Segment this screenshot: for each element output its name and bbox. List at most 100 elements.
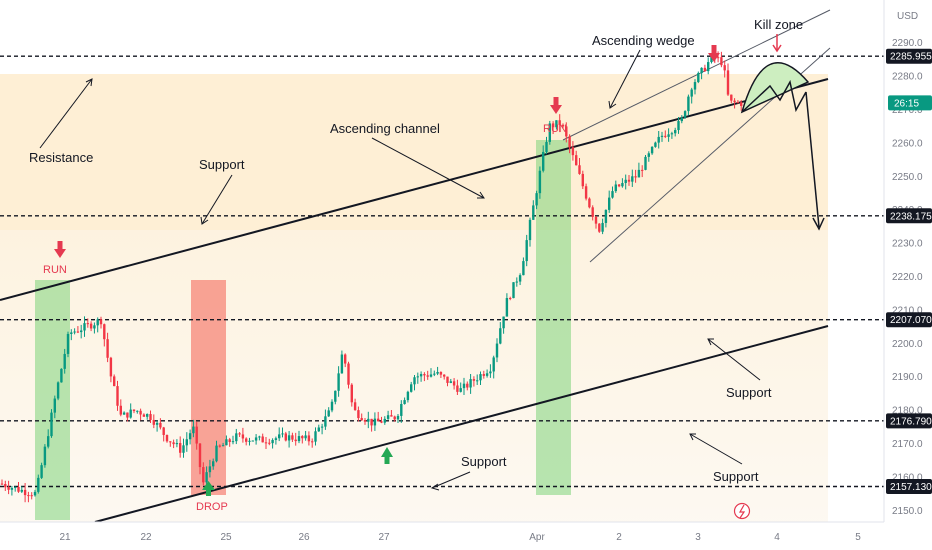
candle-body-178 — [588, 198, 591, 208]
channel-bottom-line — [94, 325, 829, 523]
candle-body-33 — [109, 357, 113, 377]
candle-body-7 — [23, 489, 27, 496]
level-tag-text-2: 2207.070 — [890, 315, 932, 326]
time-tick-5: Apr — [529, 532, 545, 543]
candle-body-27 — [89, 323, 93, 329]
price-tick-2170: 2170.0 — [892, 439, 923, 450]
candle-body-201 — [664, 135, 667, 137]
time-axis-background[interactable] — [0, 522, 884, 550]
price-tick-2210: 2210.0 — [892, 305, 923, 316]
candle-body-175 — [578, 165, 581, 174]
candles-group — [0, 51, 743, 503]
candle-body-110 — [363, 420, 367, 422]
candle-body-143 — [472, 379, 476, 381]
kill-zone-label: Kill zone — [754, 17, 803, 32]
candle-body-165 — [545, 141, 548, 152]
candle-body-139 — [459, 388, 462, 392]
candle-body-2 — [7, 487, 10, 490]
candle-body-214 — [707, 62, 710, 72]
support-lower-right-pointer-head — [689, 433, 696, 441]
run-zone-mid — [536, 140, 571, 495]
candle-body-88 — [291, 435, 294, 440]
candle-body-172 — [568, 136, 571, 148]
candle-body-95 — [314, 431, 317, 442]
candle-body-46 — [152, 419, 155, 425]
candle-body-107 — [353, 402, 357, 411]
wedge-top-arrow — [708, 45, 720, 62]
candle-body-90 — [297, 436, 301, 442]
candle-body-44 — [146, 414, 149, 417]
candle-body-188 — [621, 183, 624, 187]
wedge-pointer — [609, 49, 641, 109]
candle-body-28 — [93, 325, 96, 329]
candle-body-51 — [169, 441, 172, 443]
candle-body-134 — [443, 374, 446, 377]
candle-body-117 — [386, 415, 390, 419]
candle-body-101 — [334, 390, 337, 402]
candle-body-13 — [43, 446, 47, 466]
drop-label: DROP — [196, 501, 228, 513]
price-tick-2260: 2260.0 — [892, 138, 923, 149]
level-tag-1 — [886, 208, 932, 224]
candle-body-206 — [680, 117, 683, 122]
candle-body-184 — [608, 197, 611, 210]
candle-body-109 — [360, 418, 363, 421]
candle-body-21 — [70, 332, 73, 334]
time-tick-2: 25 — [220, 532, 232, 543]
support-left-pointer — [201, 174, 233, 225]
kill-zone-arc — [740, 62, 810, 114]
candle-body-100 — [330, 401, 334, 411]
candle-body-145 — [479, 374, 482, 381]
lightning-event-icon[interactable] — [733, 502, 751, 520]
price-tick-2150: 2150.0 — [892, 506, 923, 517]
current-price-countdown: 26:15 — [894, 98, 919, 109]
candle-body-158 — [522, 261, 525, 276]
candle-body-72 — [238, 433, 241, 435]
candle-body-47 — [155, 422, 159, 425]
candle-body-85 — [281, 433, 284, 435]
candle-body-38 — [126, 412, 129, 418]
candle-body-77 — [254, 437, 258, 441]
candle-body-161 — [532, 205, 535, 220]
candle-body-210 — [693, 82, 697, 90]
support-bottom-label: Support — [461, 454, 507, 469]
candle-body-137 — [452, 381, 456, 386]
candle-body-219 — [723, 65, 726, 71]
candle-body-132 — [436, 372, 439, 374]
wedge-pointer-head — [608, 100, 617, 109]
candle-body-32 — [106, 339, 109, 358]
price-axis-background[interactable] — [884, 0, 932, 550]
wedge-top-line — [562, 9, 831, 141]
candle-body-74 — [245, 438, 248, 442]
candle-body-193 — [637, 169, 641, 178]
bounce-arrow — [381, 447, 393, 464]
candle-body-181 — [598, 223, 601, 232]
candle-body-1 — [4, 484, 7, 488]
candle-body-121 — [400, 404, 403, 416]
candle-body-166 — [548, 123, 551, 142]
candle-body-173 — [571, 147, 575, 156]
candle-body-91 — [301, 436, 304, 439]
candle-body-130 — [429, 374, 433, 377]
candle-body-205 — [677, 121, 680, 131]
candle-body-29 — [96, 319, 99, 326]
candle-body-149 — [492, 357, 495, 372]
candle-body-82 — [271, 439, 274, 444]
candle-body-156 — [515, 281, 518, 283]
candle-body-31 — [103, 324, 106, 340]
candle-body-103 — [340, 354, 344, 374]
support-bottom-pointer — [431, 471, 471, 489]
candle-body-159 — [525, 240, 528, 262]
candle-body-97 — [320, 426, 324, 428]
candle-body-128 — [423, 374, 426, 376]
candle-body-5 — [17, 486, 20, 492]
candle-body-140 — [462, 383, 466, 389]
candle-body-127 — [419, 374, 423, 377]
time-tick-7: 3 — [695, 532, 701, 543]
currency-label: USD — [897, 11, 918, 22]
candle-body-56 — [185, 439, 188, 446]
candle-body-93 — [307, 435, 311, 442]
candle-body-22 — [73, 331, 76, 333]
